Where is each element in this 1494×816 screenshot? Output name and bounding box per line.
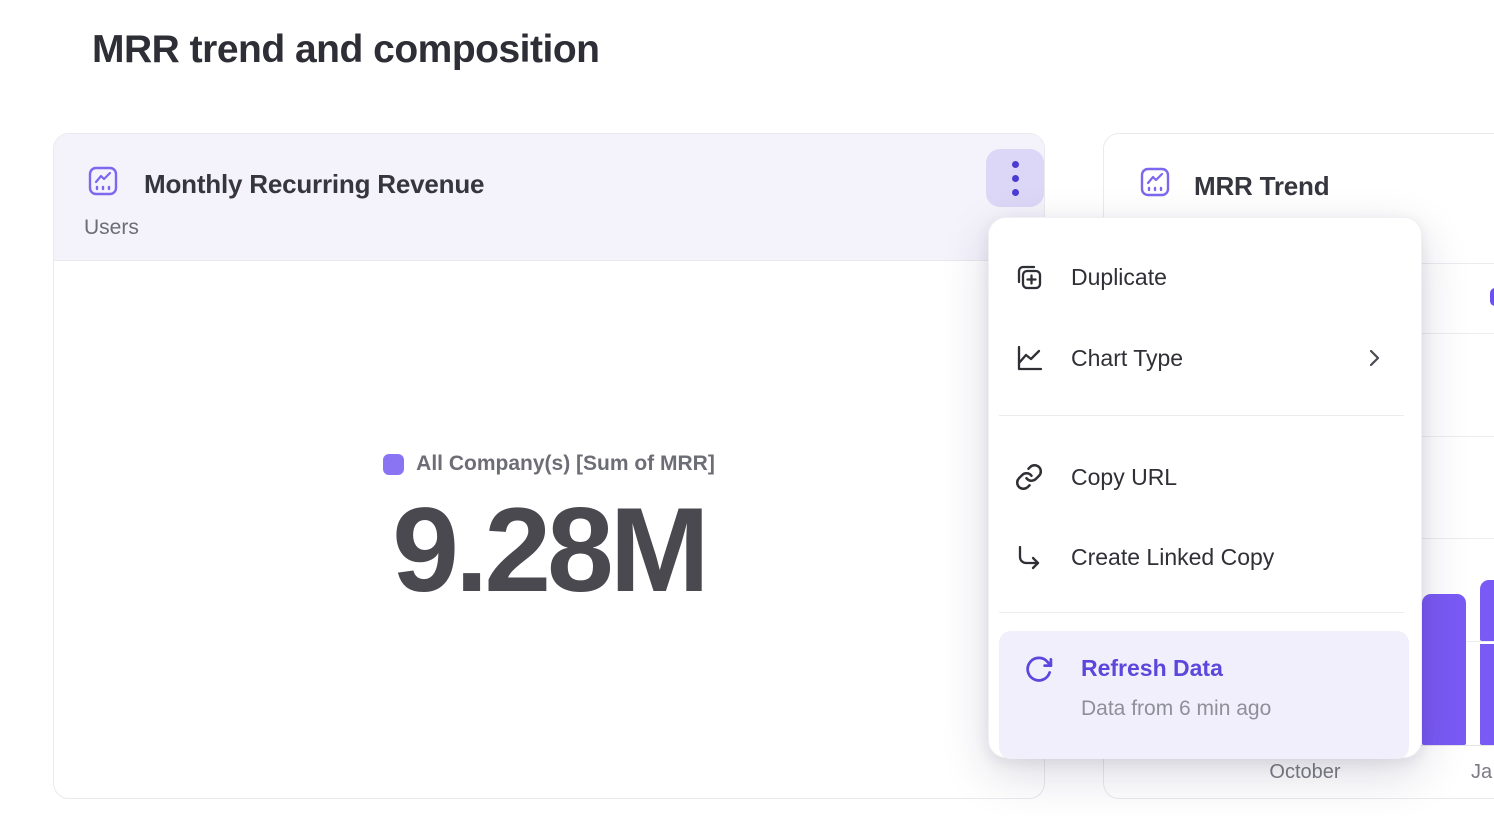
menu-item-sublabel: Data from 6 min ago: [1081, 697, 1272, 720]
chevron-right-icon: [1363, 347, 1385, 369]
mrr-metric-area: All Company(s) [Sum of MRR] 9.28M: [54, 262, 1044, 798]
trend-bar-segment: [1480, 580, 1494, 642]
line-chart-icon: [88, 166, 118, 196]
trend-bar-segment: [1422, 593, 1466, 745]
menu-item-label: Duplicate: [1071, 263, 1167, 290]
card-context-menu: Duplicate Chart Type: [988, 217, 1422, 759]
line-chart-icon: [1140, 167, 1170, 197]
menu-item-copy-url[interactable]: Copy URL: [989, 455, 1421, 499]
x-tick-october: October: [1269, 761, 1341, 783]
mrr-value: 9.28M: [392, 483, 710, 617]
kebab-icon: [1011, 160, 1019, 168]
menu-item-label: Copy URL: [1071, 463, 1178, 490]
page-title: MRR trend and composition: [92, 28, 600, 71]
trend-bars: [1104, 134, 1494, 798]
link-icon: [1014, 462, 1044, 492]
mrr-card-subtitle: Users: [84, 216, 139, 239]
chart-type-icon: [1014, 343, 1044, 373]
kebab-menu-button[interactable]: [986, 149, 1044, 207]
refresh-icon: [1024, 655, 1054, 685]
menu-item-label: Chart Type: [1071, 344, 1184, 371]
trend-bar-segment: [1480, 643, 1494, 745]
menu-item-label: Refresh Data: [1081, 655, 1223, 681]
mrr-legend: All Company(s) [Sum of MRR]: [383, 452, 715, 476]
x-tick-january: Ja: [1471, 761, 1493, 783]
menu-item-create-linked-copy[interactable]: Create Linked Copy: [989, 535, 1421, 579]
menu-item-chart-type[interactable]: Chart Type: [989, 336, 1421, 380]
legend-label: All Company(s) [Sum of MRR]: [416, 452, 715, 475]
mrr-card-title: Monthly Recurring Revenue: [144, 169, 485, 199]
mrr-card: Monthly Recurring Revenue Users All Comp…: [53, 133, 1045, 799]
mrr-card-header: Monthly Recurring Revenue Users: [54, 134, 1044, 261]
menu-divider: [999, 612, 1404, 613]
menu-divider: [999, 415, 1404, 416]
linked-copy-icon: [1014, 542, 1044, 572]
menu-item-refresh-data[interactable]: Refresh Data Data from 6 min ago: [999, 631, 1409, 759]
trend-card-title: MRR Trend: [1194, 171, 1330, 201]
legend-swatch: [383, 453, 405, 475]
menu-item-duplicate[interactable]: Duplicate: [989, 255, 1421, 299]
trend-legend-swatch: [1490, 288, 1494, 306]
duplicate-icon: [1014, 262, 1044, 292]
menu-item-label: Create Linked Copy: [1071, 543, 1275, 570]
